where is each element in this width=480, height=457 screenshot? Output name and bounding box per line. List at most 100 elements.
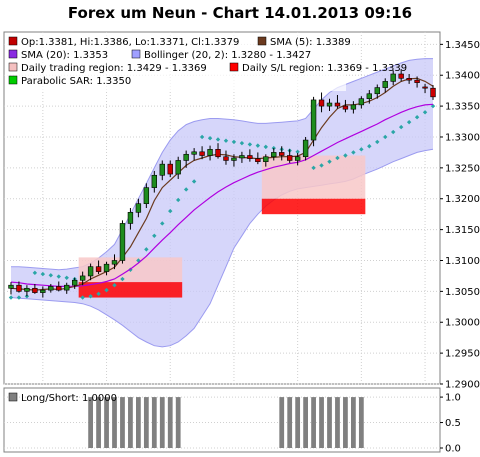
candle xyxy=(40,286,46,298)
signal-bar xyxy=(287,397,293,448)
sar-point xyxy=(160,221,165,226)
sar-point xyxy=(430,103,436,109)
y-tick-label: 1.3100 xyxy=(445,256,480,267)
signal-bar xyxy=(112,397,117,448)
sar-point xyxy=(311,165,316,171)
sar-point xyxy=(120,276,125,282)
sar-point xyxy=(32,270,38,276)
sar-point xyxy=(40,271,46,277)
parabolic-sar xyxy=(8,103,436,300)
candle-body xyxy=(350,104,357,110)
candle xyxy=(143,183,150,208)
candle-body xyxy=(390,73,396,82)
long-short-bars xyxy=(88,397,364,448)
signal-bar xyxy=(143,397,149,448)
trading-region xyxy=(261,155,366,199)
sar-point xyxy=(375,139,380,145)
y-tick-label: 1.3400 xyxy=(445,71,480,82)
sar-point xyxy=(398,124,404,130)
candle-body xyxy=(119,223,126,261)
sar-point xyxy=(335,155,340,161)
signal-bar xyxy=(159,397,165,448)
candle xyxy=(279,146,285,161)
candle xyxy=(175,156,181,179)
legend-swatch xyxy=(8,36,18,46)
y-tick-label: 1.3050 xyxy=(445,287,480,298)
candle-body xyxy=(32,287,38,293)
y-tick-label: 1.3150 xyxy=(445,225,480,236)
candle xyxy=(239,151,245,163)
candle xyxy=(430,85,436,100)
sar-point xyxy=(247,142,253,147)
candle-body xyxy=(16,284,22,292)
legend-entry: Parabolic SAR: 1.3350 xyxy=(21,76,131,87)
legend-swatch xyxy=(8,49,18,59)
candle-body xyxy=(56,286,62,291)
candle-body xyxy=(87,266,94,277)
main-legend: Op:1.3381, Hi:1.3386, Lo:1.3371, Cl:1.33… xyxy=(6,35,407,91)
signal-bar xyxy=(136,397,141,448)
signal-bar xyxy=(120,397,125,448)
signal-bar xyxy=(335,397,340,448)
candle xyxy=(398,69,404,82)
y-tick-label: 1.3350 xyxy=(445,102,480,113)
legend-entry: Op:1.3381, Hi:1.3386, Lo:1.3371, Cl:1.33… xyxy=(21,37,239,48)
main-y-axis: 1.3450 1.3400 1.3350 1.3300 1.3250 1.3200 1.31… xyxy=(440,40,480,391)
legend-entry: Bollinger (20, 2): 1.3280 - 1.3427 xyxy=(144,50,311,61)
y-tick-label: 1.3450 xyxy=(445,40,480,51)
signal-bar xyxy=(151,397,157,448)
sar-point xyxy=(319,163,324,168)
candle xyxy=(32,283,38,294)
candle xyxy=(16,281,22,293)
sar-point xyxy=(327,159,332,164)
candle xyxy=(199,146,205,160)
candle xyxy=(8,282,14,295)
lower-y-axis: 1.0 0.5 0.0 xyxy=(440,393,461,455)
signal-bar xyxy=(279,397,285,448)
signal-bar xyxy=(303,397,308,448)
sar-point xyxy=(255,143,261,148)
candle xyxy=(87,263,94,281)
main-panel: 1.3450 1.3400 1.3350 1.3300 1.3250 1.3200 1.31… xyxy=(3,31,480,391)
candle-body xyxy=(294,156,301,161)
candle-body xyxy=(223,156,229,161)
signal-bar xyxy=(311,397,316,448)
sar-point xyxy=(263,144,268,150)
legend-box xyxy=(6,35,346,91)
sar-point xyxy=(144,247,149,252)
candle-body xyxy=(302,139,309,158)
candle-body xyxy=(135,203,142,213)
candle xyxy=(79,271,86,286)
candle-body xyxy=(71,279,78,286)
lower-grid xyxy=(4,396,440,449)
candle xyxy=(159,160,165,181)
candle xyxy=(103,261,110,276)
signal-bar xyxy=(128,397,133,448)
candle-body xyxy=(127,212,134,224)
candle xyxy=(71,277,78,289)
candle xyxy=(414,76,420,88)
lower-y-tick-label: 0.0 xyxy=(445,444,461,455)
candle xyxy=(64,282,70,294)
candle xyxy=(183,150,189,168)
candle-body xyxy=(414,79,420,83)
sar-point xyxy=(176,197,181,203)
sar-point xyxy=(152,233,157,238)
sar-point xyxy=(422,110,428,115)
sma20-line xyxy=(10,103,434,287)
candle-body xyxy=(422,86,428,89)
y-tick-label: 1.3000 xyxy=(445,318,480,329)
lower-legend-text: Long/Short: 1.0000 xyxy=(21,393,117,404)
candle-body xyxy=(239,155,245,159)
candle xyxy=(406,73,412,84)
legend-swatch xyxy=(131,49,141,59)
candle xyxy=(294,153,301,166)
signal-bar xyxy=(295,397,301,448)
legend-entry: Daily trading region: 1.3429 - 1.3369 xyxy=(21,63,207,74)
candle-body xyxy=(358,98,365,106)
candle-body xyxy=(398,73,404,79)
candle xyxy=(382,78,388,93)
chart-title: Forex um Neun - Chart 14.01.2013 09:16 xyxy=(68,4,412,22)
candle xyxy=(223,150,229,165)
